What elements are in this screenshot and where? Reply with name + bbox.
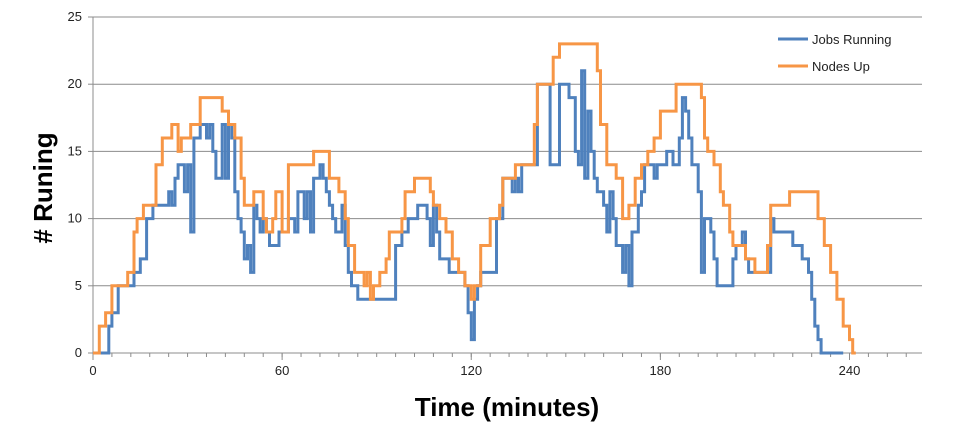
y-axis-title: # Runing: [28, 132, 58, 243]
y-tick-label: 5: [75, 278, 82, 293]
series-lines: [93, 42, 856, 355]
axes: [88, 16, 922, 360]
x-tick-label: 120: [460, 363, 482, 378]
grid-lines: [93, 16, 922, 287]
x-tick-label: 180: [650, 363, 672, 378]
y-tick-label: 10: [68, 211, 82, 226]
legend-label: Nodes Up: [812, 59, 870, 74]
series-line-jobs-running: [93, 69, 844, 355]
y-tick-label: 25: [68, 9, 82, 24]
y-tick-labels: 0 5 10 15 20 25: [68, 9, 82, 360]
x-tick-label: 240: [839, 363, 861, 378]
x-tick-labels: 0 60 120 180 240: [89, 363, 860, 378]
y-tick-label: 0: [75, 345, 82, 360]
x-tick-label: 0: [89, 363, 96, 378]
x-axis-title: Time (minutes): [415, 392, 599, 422]
legend-label: Jobs Running: [812, 32, 892, 47]
series-line-nodes-up: [93, 42, 856, 355]
y-tick-label: 20: [68, 76, 82, 91]
legend: Jobs Running Nodes Up: [778, 32, 892, 74]
y-tick-label: 15: [68, 143, 82, 158]
x-tick-label: 60: [275, 363, 289, 378]
